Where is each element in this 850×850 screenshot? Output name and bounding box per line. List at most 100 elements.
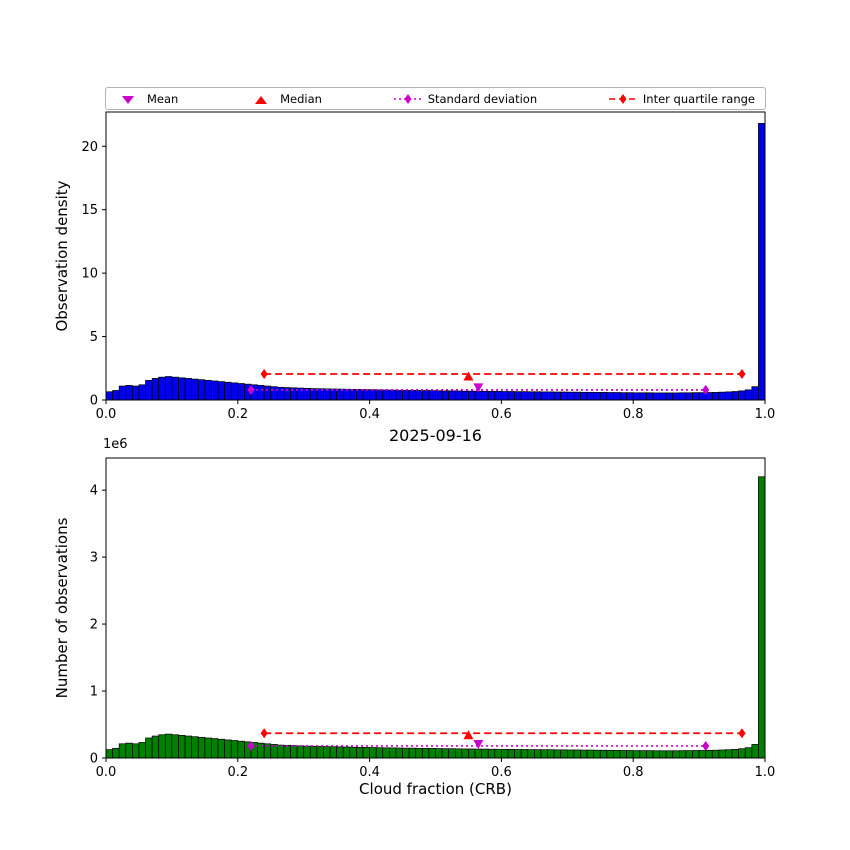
histogram-bar <box>718 749 726 759</box>
histogram-bar <box>211 738 219 759</box>
x-tick-label: 0.6 <box>491 765 512 780</box>
histogram-bar <box>421 747 430 759</box>
y-tick-label: 1 <box>90 685 98 700</box>
histogram-bar <box>481 390 489 401</box>
histogram-bar <box>678 392 687 401</box>
y-tick-label: 0 <box>90 752 98 767</box>
histogram-bar <box>494 748 502 759</box>
histogram-bar <box>237 383 245 401</box>
histogram-bar <box>547 749 555 759</box>
histogram-bar <box>751 386 759 401</box>
histogram-bar <box>553 749 562 759</box>
legend-item-mean: Mean <box>116 91 178 107</box>
histogram-bar <box>389 389 397 401</box>
histogram-bar <box>725 749 733 759</box>
histogram-bar <box>125 385 133 401</box>
histogram-bar <box>132 743 140 759</box>
histogram-bar <box>408 747 417 759</box>
legend-item-iqr: Inter quartile range <box>608 91 755 107</box>
histogram-bar <box>593 749 601 759</box>
histogram-bar <box>257 742 265 759</box>
histogram-bar <box>507 749 515 759</box>
x-axis-label: Cloud fraction (CRB) <box>359 780 512 798</box>
y-tick-label: 5 <box>90 330 98 345</box>
histogram-bar <box>639 392 647 401</box>
histogram-bar <box>573 749 581 759</box>
histogram-bar <box>659 750 667 759</box>
histogram-bar <box>692 750 700 759</box>
histogram-bar <box>369 389 377 401</box>
histogram-bar <box>718 391 726 401</box>
histogram-bar <box>744 747 753 759</box>
histogram-bar <box>474 390 482 401</box>
histogram-bar <box>217 738 225 759</box>
histogram-bar <box>659 392 667 401</box>
y-axis-offset-text: 1e6 <box>103 437 128 452</box>
histogram-bar <box>593 392 601 401</box>
histogram-bar <box>501 749 509 759</box>
histogram-bar <box>145 737 153 759</box>
histogram-bar <box>105 391 113 401</box>
y-tick-label: 15 <box>81 203 98 218</box>
histogram-bar <box>711 392 720 401</box>
x-tick-label: 0.4 <box>359 407 380 422</box>
histogram-bar <box>428 390 436 401</box>
histogram-bar <box>428 748 436 759</box>
histogram-bar <box>540 391 548 401</box>
histogram-bar <box>586 391 595 401</box>
histogram-bar <box>118 743 127 759</box>
legend-item-std: Standard deviation <box>393 91 537 107</box>
histogram-bar <box>527 749 535 759</box>
histogram-bar <box>151 735 160 759</box>
number-of-observations-stats <box>247 728 746 751</box>
median-marker <box>463 371 474 381</box>
std-deviation-marker-icon <box>393 93 422 104</box>
histogram-bar <box>395 389 403 401</box>
histogram-bar <box>646 750 654 759</box>
histogram-bar <box>197 379 206 401</box>
histogram-bar <box>435 748 443 759</box>
iqr-low-marker <box>260 728 268 739</box>
median-marker <box>463 730 474 740</box>
histogram-bar <box>646 392 654 401</box>
histogram-bar <box>402 390 410 401</box>
histogram-bar <box>395 747 403 759</box>
observation-density-bars <box>105 123 766 401</box>
iqr-high-marker <box>738 728 746 739</box>
histogram-bar <box>586 749 595 759</box>
x-tick-label: 0.2 <box>227 765 248 780</box>
histogram-bar <box>329 746 337 759</box>
x-tick-label: 1.0 <box>755 765 776 780</box>
histogram-bar <box>481 748 489 759</box>
histogram-bar <box>487 748 496 759</box>
histogram-bar <box>184 735 193 759</box>
histogram-bar <box>494 391 502 401</box>
histogram-bar <box>204 737 212 759</box>
histogram-bar <box>573 391 581 401</box>
legend-item-median: Median <box>249 91 322 107</box>
histogram-bar <box>448 390 456 401</box>
y-tick-label: 3 <box>90 551 98 566</box>
histogram-bar <box>303 745 311 759</box>
histogram-bar <box>632 750 641 759</box>
histogram-bar <box>533 391 542 401</box>
histogram-bar <box>171 734 179 759</box>
histogram-bar <box>487 391 496 401</box>
number-of-observations-axes: 0.0 0.2 0.4 0.6 0.8 1.0 0 1 2 3 4 <box>90 457 776 780</box>
histogram-bar <box>751 744 759 759</box>
histogram-bar <box>402 747 410 759</box>
histogram-bar <box>705 392 713 401</box>
histogram-bar <box>580 391 588 401</box>
histogram-bar <box>672 392 680 401</box>
histogram-bar <box>619 750 627 759</box>
std-low-marker <box>247 740 255 751</box>
histogram-bar <box>421 390 430 401</box>
histogram-bar <box>698 392 707 401</box>
histogram-bar <box>711 749 720 759</box>
histogram-bar <box>678 750 687 759</box>
y-tick-label: 10 <box>81 267 98 282</box>
histogram-bar <box>685 750 693 759</box>
legend: Mean Median Standard deviation Inter qua… <box>105 87 766 110</box>
legend-label-std: Standard deviation <box>427 91 538 106</box>
histogram-bar <box>738 390 746 401</box>
